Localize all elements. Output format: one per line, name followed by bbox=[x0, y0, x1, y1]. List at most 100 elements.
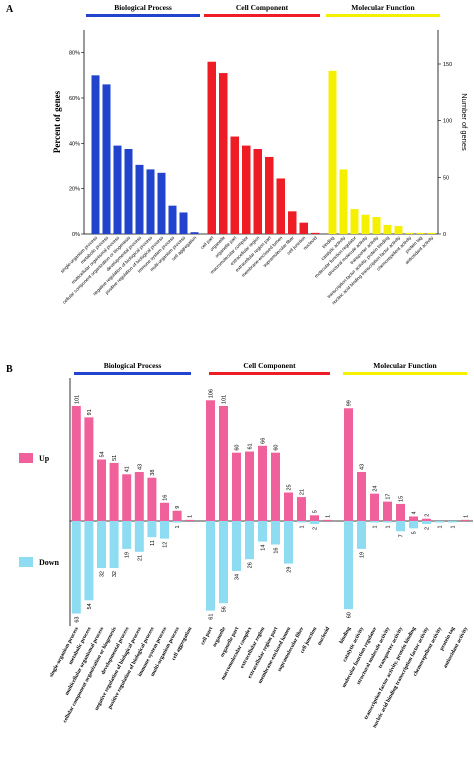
up-value-label: 60 bbox=[235, 445, 241, 451]
down-value-label: 5 bbox=[412, 531, 418, 534]
down-bar bbox=[84, 521, 94, 601]
down-value-label: 1 bbox=[386, 525, 392, 528]
up-bar bbox=[357, 472, 366, 521]
bar bbox=[219, 73, 228, 234]
up-bar bbox=[344, 408, 353, 521]
up-value-label: 24 bbox=[373, 486, 379, 492]
down-bar bbox=[370, 521, 379, 523]
up-bar bbox=[122, 474, 132, 521]
y-tick-label: 80% bbox=[69, 51, 80, 57]
down-bar bbox=[232, 521, 241, 571]
y2-tick-label: 150 bbox=[443, 62, 452, 68]
up-value-label: 99 bbox=[347, 400, 353, 406]
up-value-label: 17 bbox=[386, 494, 392, 500]
down-value-label: 21 bbox=[137, 555, 143, 561]
down-value-label: 14 bbox=[261, 545, 267, 551]
up-value-label: 9 bbox=[175, 506, 181, 509]
up-value-label: 15 bbox=[399, 496, 405, 502]
up-bar bbox=[97, 459, 106, 521]
up-bar bbox=[172, 510, 182, 521]
bar bbox=[146, 169, 155, 234]
bar bbox=[361, 214, 370, 234]
down-value-label: 11 bbox=[150, 540, 156, 546]
bar bbox=[350, 209, 359, 234]
up-bar bbox=[422, 518, 431, 521]
panel-a-letter: A bbox=[6, 4, 14, 15]
y-tick-label: 60% bbox=[69, 96, 80, 102]
bar bbox=[372, 217, 381, 234]
bar bbox=[253, 149, 262, 234]
y-tick-label: 20% bbox=[69, 187, 80, 193]
down-bar bbox=[71, 521, 81, 614]
up-bar bbox=[370, 493, 379, 521]
down-value-label: 1 bbox=[373, 525, 379, 528]
bar bbox=[405, 232, 414, 234]
group-header-bar bbox=[326, 14, 440, 17]
up-value-label: 2 bbox=[425, 514, 431, 517]
up-value-label: 1 bbox=[326, 515, 332, 518]
y2-tick-label: 0 bbox=[443, 232, 446, 238]
up-value-label: 101 bbox=[222, 395, 228, 404]
down-value-label: 12 bbox=[163, 542, 169, 548]
legend-label: Up bbox=[39, 454, 50, 463]
down-value-label: 26 bbox=[248, 562, 254, 568]
up-value-label: 43 bbox=[360, 464, 366, 470]
up-bar bbox=[310, 515, 319, 521]
up-value-label: 4 bbox=[412, 511, 418, 514]
down-bar bbox=[109, 521, 119, 568]
group-header-label: Biological Process bbox=[114, 3, 172, 12]
up-value-label: 51 bbox=[112, 455, 118, 461]
down-bar bbox=[97, 521, 106, 568]
bar bbox=[113, 145, 122, 234]
group-header-bar bbox=[86, 14, 200, 17]
x-category-label: nucleoid bbox=[317, 626, 332, 646]
down-value-label: 19 bbox=[360, 552, 366, 558]
down-value-label: 32 bbox=[100, 571, 106, 577]
y-tick-label: 40% bbox=[69, 141, 80, 147]
down-value-label: 7 bbox=[399, 534, 405, 537]
up-bar bbox=[284, 492, 293, 521]
group-header-bar bbox=[204, 14, 320, 17]
down-bar bbox=[172, 521, 182, 523]
up-value-label: 91 bbox=[87, 409, 93, 415]
down-bar bbox=[219, 521, 228, 604]
down-bar bbox=[422, 521, 431, 524]
up-value-label: 66 bbox=[261, 438, 267, 444]
down-bar bbox=[310, 521, 319, 524]
up-bar bbox=[409, 516, 418, 521]
up-value-label: 25 bbox=[287, 484, 293, 490]
down-bar bbox=[160, 521, 169, 539]
y2-tick-label: 100 bbox=[443, 119, 452, 125]
x-category-label: binding bbox=[338, 626, 352, 645]
group-header-label: Molecular Function bbox=[351, 3, 415, 12]
up-value-label: 41 bbox=[125, 466, 131, 472]
down-value-label: 19 bbox=[125, 552, 131, 558]
panel-b-letter: B bbox=[6, 364, 13, 375]
down-value-label: 60 bbox=[347, 612, 353, 618]
down-value-label: 1 bbox=[451, 525, 457, 528]
down-bar bbox=[297, 521, 306, 523]
up-bar bbox=[219, 405, 228, 521]
down-bar bbox=[245, 521, 254, 560]
down-bar bbox=[357, 521, 366, 549]
up-value-label: 5 bbox=[313, 510, 319, 513]
bar bbox=[339, 169, 348, 234]
group-header-label: Biological Process bbox=[104, 361, 162, 370]
bar bbox=[311, 232, 320, 234]
group-header-bar bbox=[74, 372, 191, 375]
down-bar bbox=[383, 521, 392, 523]
up-bar bbox=[323, 519, 332, 521]
up-bar bbox=[84, 417, 94, 521]
up-bar bbox=[383, 501, 392, 521]
bar bbox=[168, 205, 177, 234]
legend-swatch bbox=[19, 453, 33, 463]
down-value-label: 63 bbox=[74, 617, 80, 623]
down-value-label: 61 bbox=[209, 614, 215, 620]
up-bar bbox=[271, 452, 280, 521]
down-bar bbox=[284, 521, 293, 564]
up-bar bbox=[134, 472, 144, 521]
down-value-label: 16 bbox=[274, 548, 280, 554]
bar bbox=[299, 222, 308, 234]
